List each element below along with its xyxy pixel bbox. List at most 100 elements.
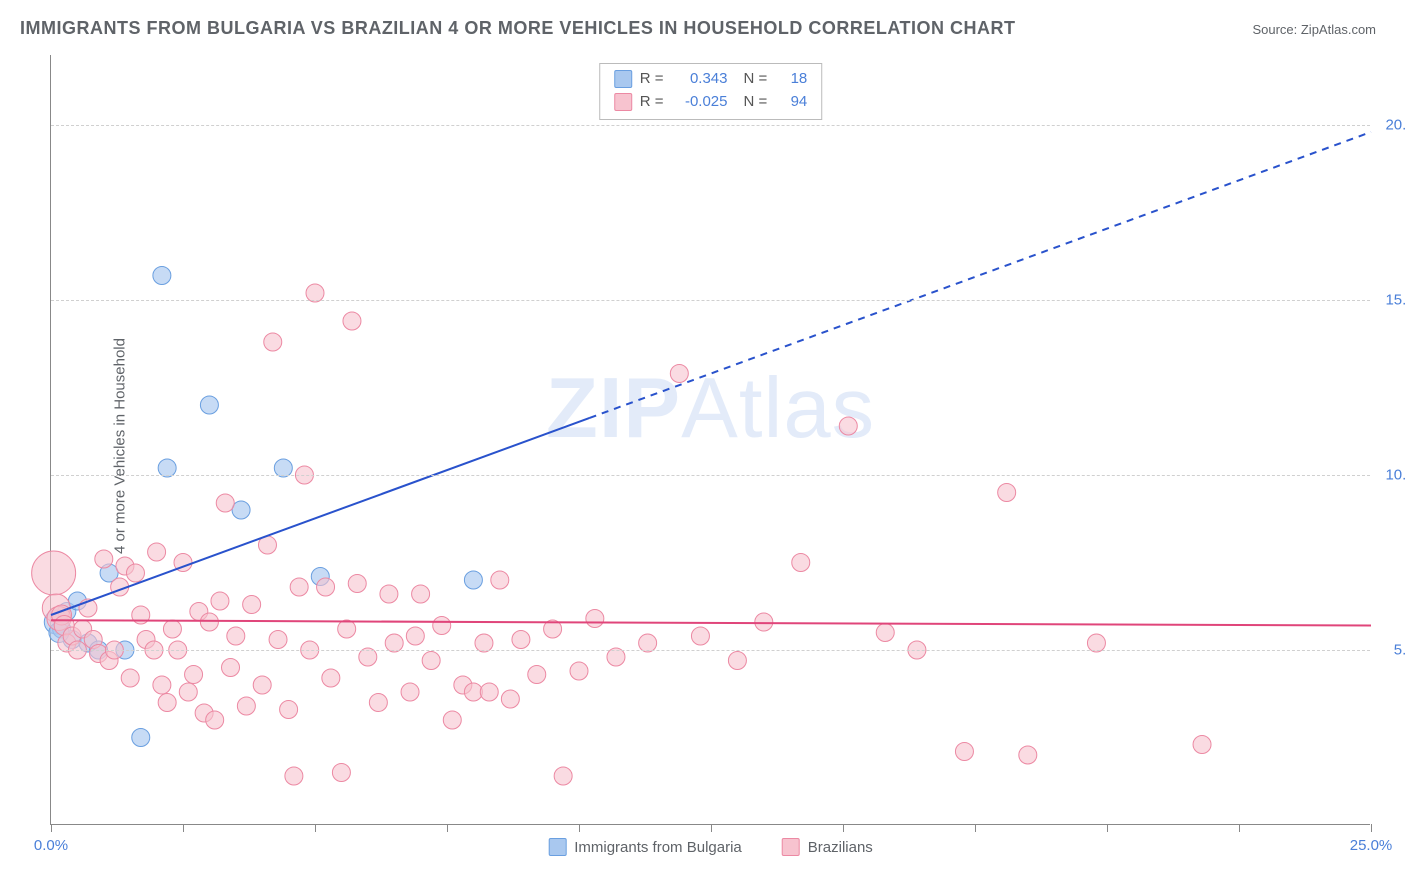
legend-bottom: Immigrants from Bulgaria Brazilians <box>548 838 873 856</box>
gridline-h <box>51 475 1370 476</box>
scatter-point <box>222 659 240 677</box>
scatter-point <box>153 267 171 285</box>
scatter-point <box>211 592 229 610</box>
scatter-point <box>464 571 482 589</box>
trendline-solid <box>51 620 1371 625</box>
scatter-point <box>343 312 361 330</box>
source-label: Source: ZipAtlas.com <box>1252 22 1376 37</box>
scatter-point <box>755 613 773 631</box>
scatter-point <box>243 596 261 614</box>
scatter-point <box>206 711 224 729</box>
xtick <box>51 824 52 832</box>
scatter-point <box>443 711 461 729</box>
scatter-point <box>121 669 139 687</box>
scatter-point <box>216 494 234 512</box>
xtick <box>1371 824 1372 832</box>
scatter-point <box>285 767 303 785</box>
swatch-icon <box>614 93 632 111</box>
scatter-point <box>264 333 282 351</box>
scatter-point <box>126 564 144 582</box>
stat-r-label: R = <box>640 68 664 91</box>
stats-box: R =0.343N =18R =-0.025N =94 <box>599 63 823 120</box>
stat-r-label: R = <box>640 91 664 114</box>
trendline-dashed <box>590 132 1371 418</box>
scatter-point <box>406 627 424 645</box>
scatter-point <box>237 697 255 715</box>
scatter-point <box>491 571 509 589</box>
scatter-point <box>163 620 181 638</box>
scatter-point <box>554 767 572 785</box>
legend-item: Immigrants from Bulgaria <box>548 838 742 856</box>
scatter-point <box>32 551 76 595</box>
ytick-label: 15.0% <box>1385 292 1406 309</box>
scatter-point <box>132 729 150 747</box>
gridline-h <box>51 650 1370 651</box>
scatter-point <box>586 610 604 628</box>
scatter-point <box>1019 746 1037 764</box>
scatter-point <box>227 627 245 645</box>
scatter-point <box>280 701 298 719</box>
xtick <box>579 824 580 832</box>
scatter-point <box>480 683 498 701</box>
scatter-point <box>253 676 271 694</box>
scatter-point <box>158 694 176 712</box>
xtick <box>843 824 844 832</box>
stat-n-label: N = <box>744 68 768 91</box>
scatter-point <box>200 613 218 631</box>
scatter-point <box>412 585 430 603</box>
scatter-point <box>422 652 440 670</box>
stat-r-value: 0.343 <box>672 68 728 91</box>
scatter-point <box>95 550 113 568</box>
scatter-point <box>955 743 973 761</box>
xtick <box>315 824 316 832</box>
stats-row: R =-0.025N =94 <box>614 91 808 114</box>
scatter-point <box>369 694 387 712</box>
scatter-point <box>464 683 482 701</box>
scatter-point <box>148 543 166 561</box>
scatter-point <box>317 578 335 596</box>
chart-title: IMMIGRANTS FROM BULGARIA VS BRAZILIAN 4 … <box>20 18 1016 39</box>
xtick <box>183 824 184 832</box>
gridline-h <box>51 300 1370 301</box>
xtick <box>711 824 712 832</box>
scatter-point <box>179 683 197 701</box>
scatter-point <box>501 690 519 708</box>
scatter-point <box>269 631 287 649</box>
scatter-point <box>232 501 250 519</box>
scatter-point <box>570 662 588 680</box>
scatter-point <box>876 624 894 642</box>
scatter-point <box>153 676 171 694</box>
xtick-label: 25.0% <box>1350 837 1393 854</box>
stats-row: R =0.343N =18 <box>614 68 808 91</box>
stat-n-label: N = <box>744 91 768 114</box>
xtick <box>1107 824 1108 832</box>
scatter-point <box>380 585 398 603</box>
xtick <box>975 824 976 832</box>
gridline-h <box>51 125 1370 126</box>
swatch-icon <box>782 838 800 856</box>
scatter-point <box>691 627 709 645</box>
scatter-point <box>512 631 530 649</box>
legend-label: Brazilians <box>808 839 873 856</box>
scatter-point <box>998 484 1016 502</box>
scatter-point <box>338 620 356 638</box>
swatch-icon <box>614 70 632 88</box>
scatter-point <box>200 396 218 414</box>
scatter-point <box>322 669 340 687</box>
xtick-label: 0.0% <box>34 837 68 854</box>
scatter-point <box>401 683 419 701</box>
scatter-point <box>332 764 350 782</box>
scatter-point <box>348 575 366 593</box>
scatter-point <box>792 554 810 572</box>
swatch-icon <box>548 838 566 856</box>
scatter-point <box>433 617 451 635</box>
legend-item: Brazilians <box>782 838 873 856</box>
legend-label: Immigrants from Bulgaria <box>574 839 742 856</box>
scatter-point <box>728 652 746 670</box>
stat-n-value: 94 <box>775 91 807 114</box>
ytick-label: 5.0% <box>1394 642 1406 659</box>
scatter-point <box>670 365 688 383</box>
scatter-point <box>839 417 857 435</box>
ytick-label: 20.0% <box>1385 117 1406 134</box>
plot-area: ZIPAtlas R =0.343N =18R =-0.025N =94 Imm… <box>50 55 1370 825</box>
